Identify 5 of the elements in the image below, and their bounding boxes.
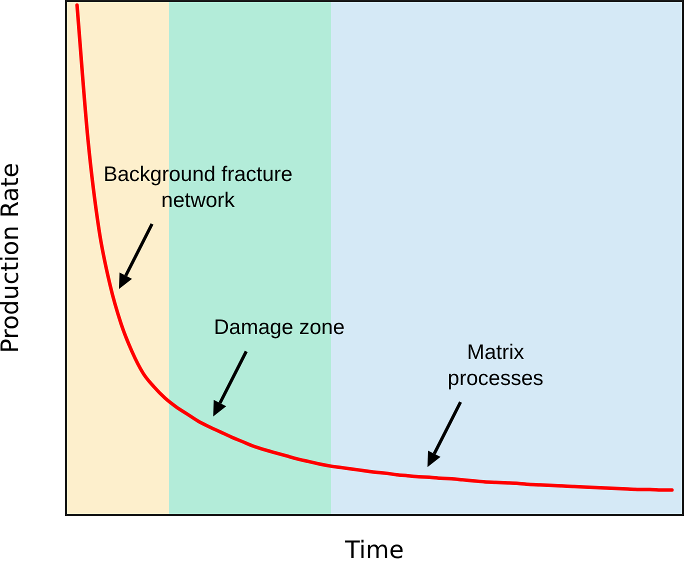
annotation: Background fracture network (103, 162, 293, 212)
y-axis-title: Production Rate (0, 162, 24, 354)
x-axis-title: Time (344, 536, 404, 564)
annotation: Matrix processes (448, 340, 544, 390)
annotation: Damage zone (214, 316, 345, 340)
